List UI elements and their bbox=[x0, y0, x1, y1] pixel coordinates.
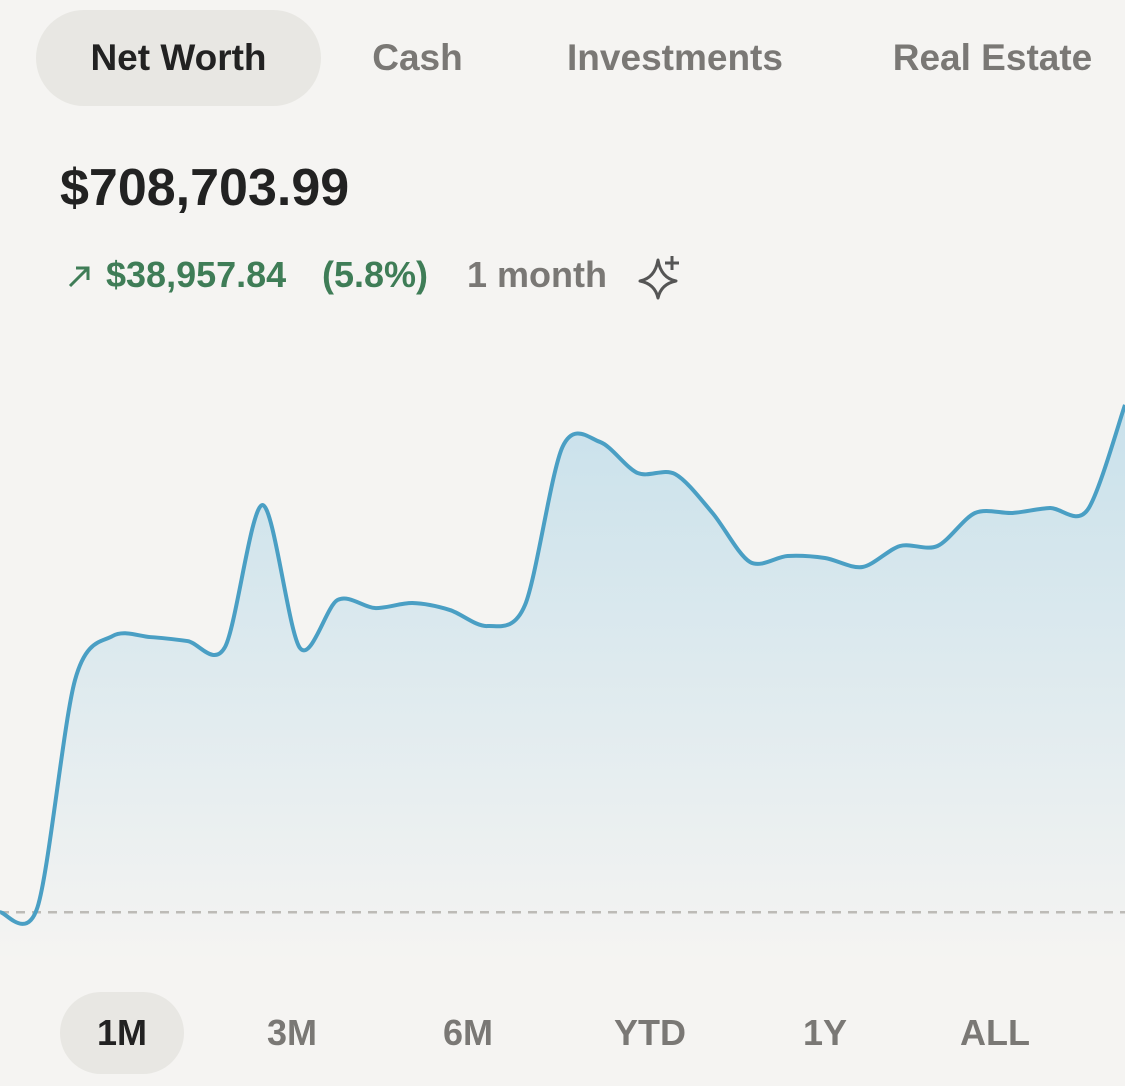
balance: $708,703.99 bbox=[60, 159, 350, 217]
range-button[interactable]: YTD bbox=[614, 1012, 686, 1053]
tab[interactable]: Real Estate bbox=[892, 37, 1093, 78]
change-period: 1 month bbox=[467, 254, 607, 295]
change-amount: $38,957.84 bbox=[106, 254, 287, 295]
range-button[interactable]: 1M bbox=[60, 992, 184, 1074]
range-button[interactable]: 1Y bbox=[802, 1012, 848, 1053]
up-arrow-icon bbox=[68, 266, 90, 288]
tab[interactable]: Investments bbox=[567, 37, 783, 78]
area bbox=[0, 404, 1125, 961]
range-button[interactable]: 3M bbox=[266, 1012, 317, 1053]
sparkle-icon[interactable] bbox=[638, 256, 679, 300]
range-button[interactable]: 6M bbox=[442, 1012, 493, 1053]
tab[interactable]: Net Worth bbox=[36, 10, 321, 106]
tab[interactable]: Cash bbox=[372, 37, 463, 78]
line bbox=[0, 404, 1125, 926]
change-percent: (5.8%) bbox=[322, 254, 429, 295]
range-button[interactable]: ALL bbox=[960, 1012, 1030, 1053]
